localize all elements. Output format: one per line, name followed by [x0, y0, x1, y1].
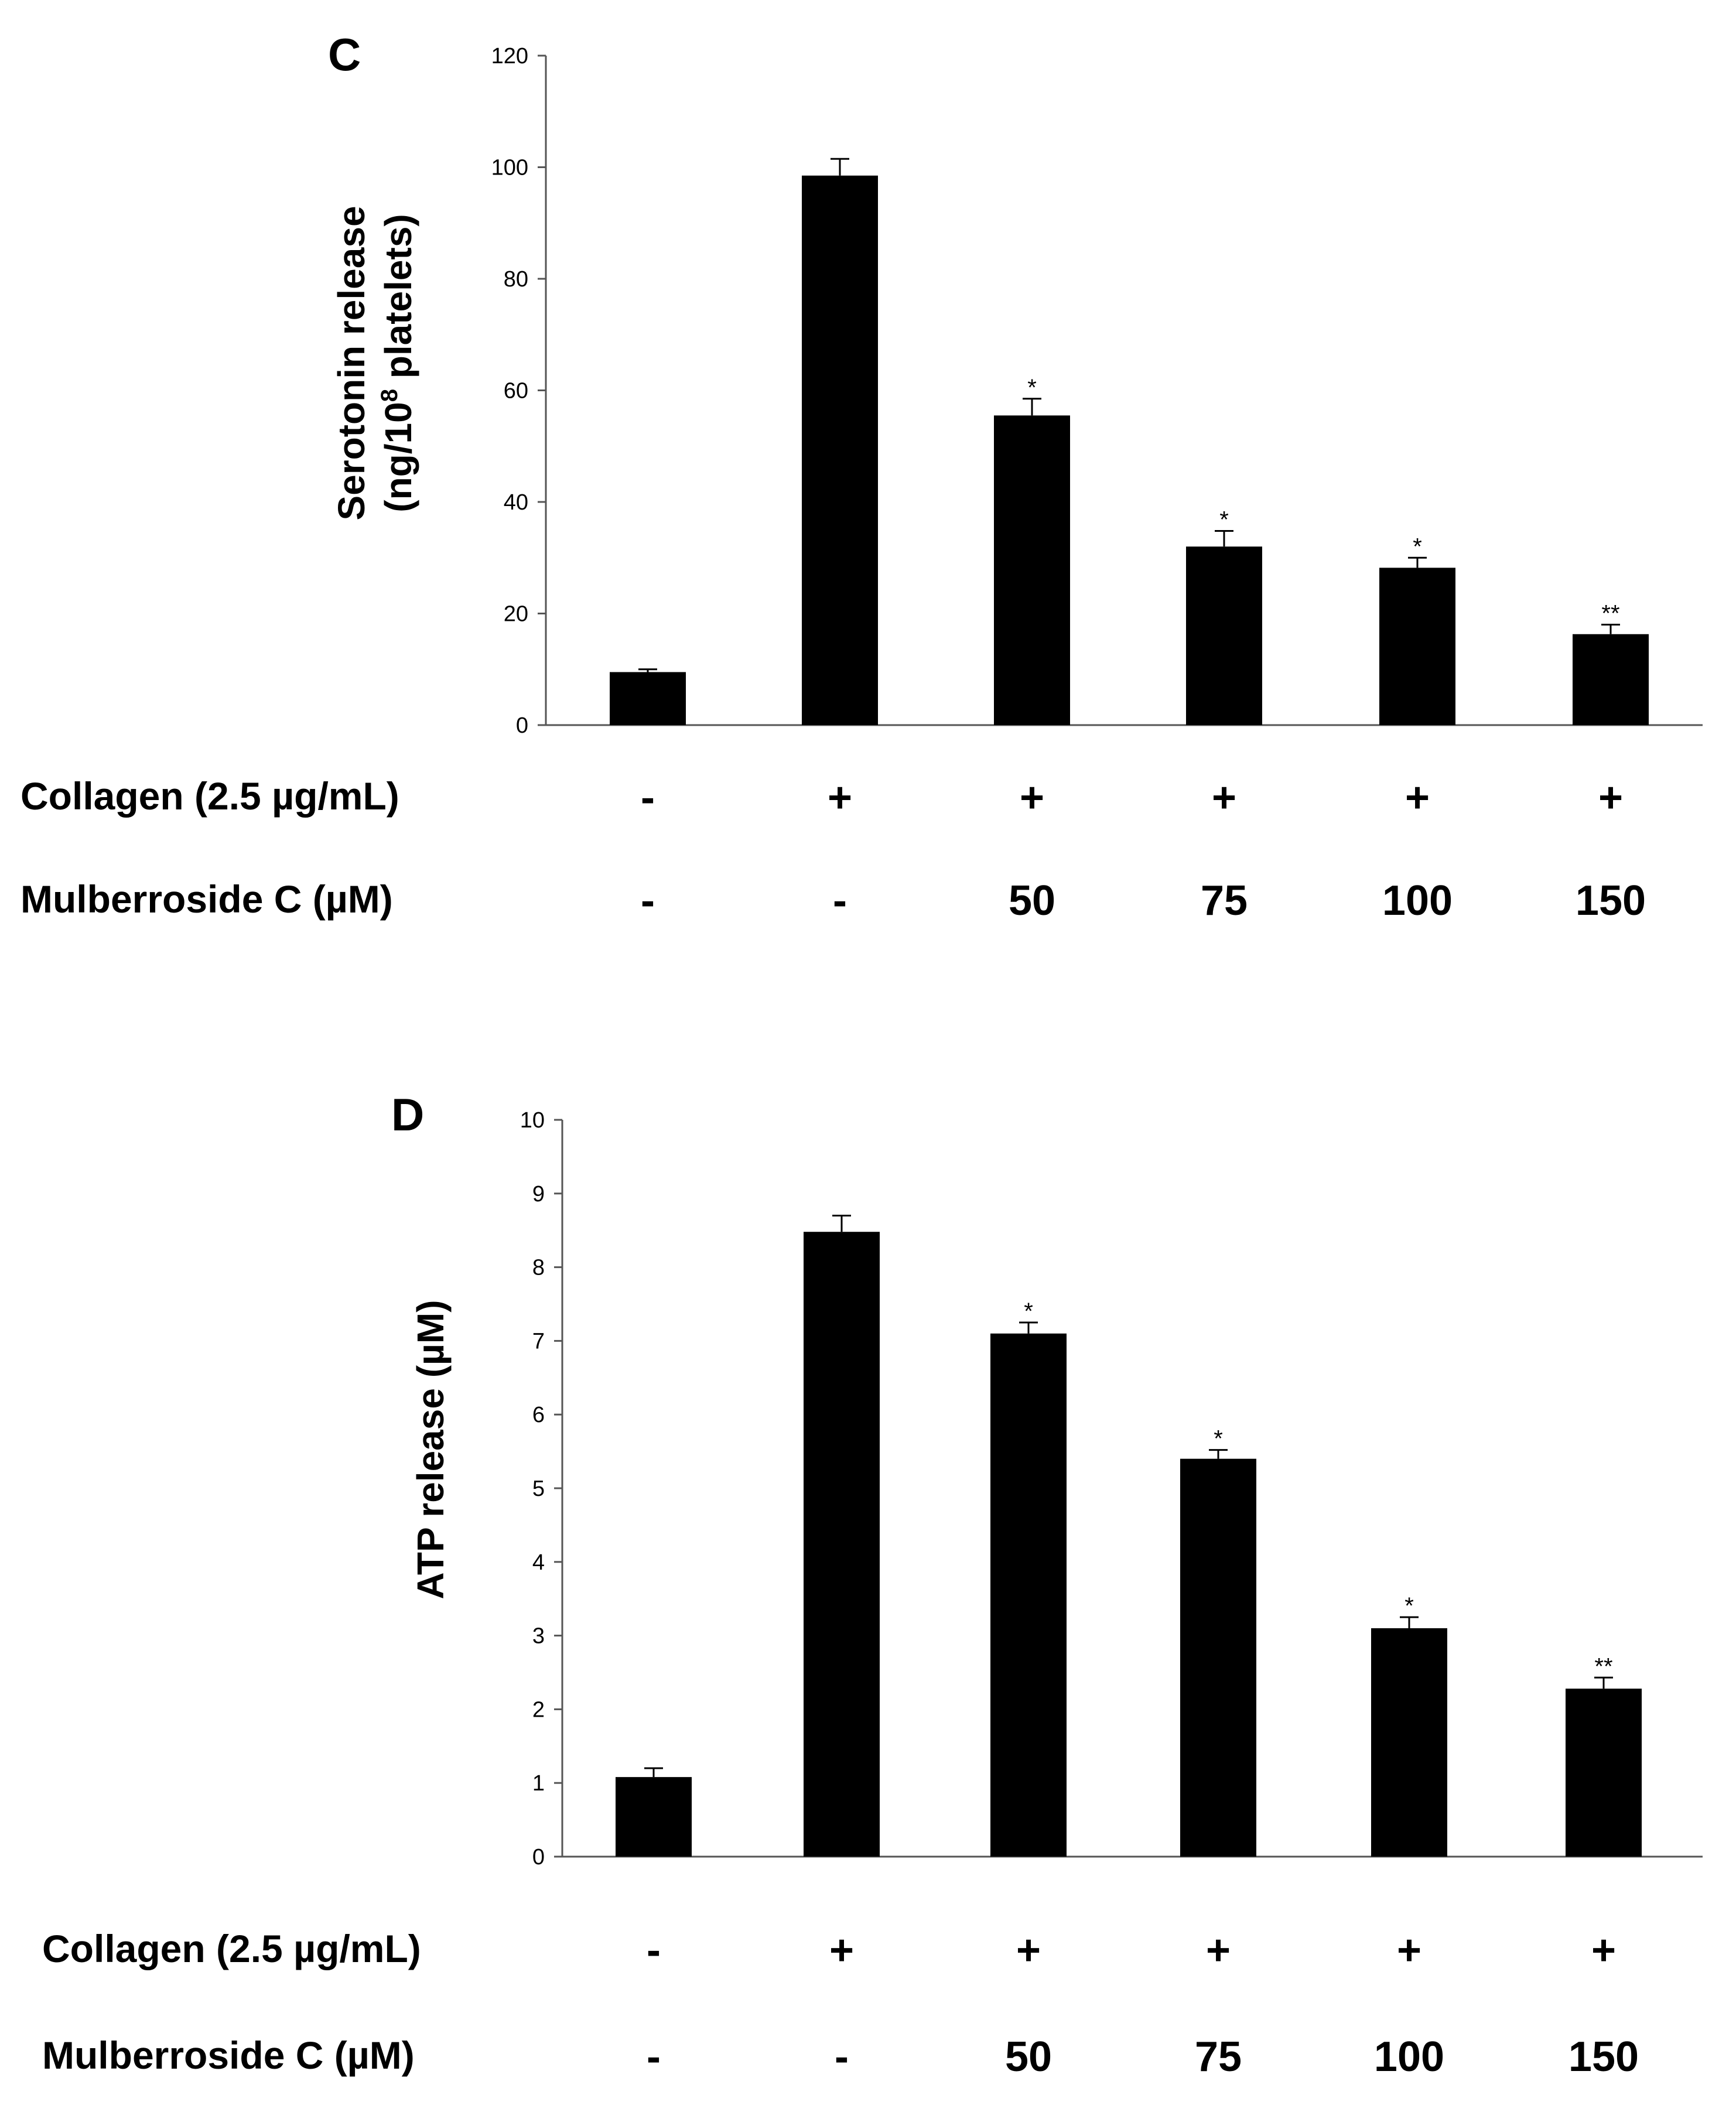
panel-c-y-tick-label: 80 [504, 267, 528, 292]
panel-c-y-axis-title-line1: Serotonin release [330, 206, 373, 520]
panel-d-y-tick-label: 6 [532, 1403, 545, 1427]
panel-c-y-tick-label: 120 [491, 44, 528, 69]
panel-c-y-tick-label: 40 [504, 490, 528, 515]
panel-c-bar [802, 175, 878, 726]
panel-d-y-tick-label: 9 [532, 1182, 545, 1207]
panel-d-condition-value: + [829, 1927, 854, 1974]
panel-c-y-tick-label: 60 [504, 379, 528, 404]
panel-d-y-tick-label: 4 [532, 1550, 545, 1575]
panel-d-bar [1566, 1689, 1642, 1857]
panel-d-bar [1180, 1458, 1256, 1857]
panel-d-y-tick-label: 7 [532, 1329, 545, 1354]
panel-c-condition-value: 75 [1201, 877, 1248, 924]
panel-c-significance-marker: * [1219, 507, 1229, 533]
panel-c-bar [994, 415, 1070, 725]
panel-c-condition-value: + [1020, 774, 1044, 821]
panel-c-significance-marker: * [1027, 375, 1037, 401]
panel-d-row-label-mulberroside: Mulberroside C (µM) [42, 2034, 415, 2077]
panel-d-y-tick-label: 8 [532, 1256, 545, 1280]
panel-d-significance-marker: * [1024, 1298, 1033, 1324]
panel-d-y-tick-label: 10 [520, 1108, 545, 1133]
panel-d-condition-value: 150 [1568, 2034, 1639, 2080]
panel-c-row-label-collagen: Collagen (2.5 µg/mL) [20, 774, 399, 818]
panel-d-letter: D [391, 1089, 424, 1140]
panel-c-y-axis-title-line2: (ng/108 platelets) [377, 214, 419, 512]
panel-d-condition-value: 100 [1374, 2034, 1444, 2080]
panel-c-significance-marker: * [1413, 534, 1422, 559]
panel-d-y-axis-title: ATP release (µM) [409, 1300, 452, 1599]
panel-c-bar [1379, 568, 1455, 725]
panel-d-condition-value: + [1397, 1927, 1421, 1974]
panel-d-bar [616, 1777, 692, 1857]
panel-d-significance-marker: * [1404, 1593, 1414, 1619]
panel-c-y-tick-label: 100 [491, 156, 528, 180]
panel-d-condition-value: - [647, 2034, 661, 2080]
panel-c-bar [1186, 546, 1262, 725]
panel-d-y-tick-label: 5 [532, 1477, 545, 1501]
panel-d-row-label-collagen: Collagen (2.5 µg/mL) [42, 1927, 421, 1970]
panel-d-condition-value: + [1206, 1927, 1231, 1974]
panel-c-condition-value: - [641, 877, 655, 924]
panel-d-condition-value: 75 [1195, 2034, 1242, 2080]
panel-d-condition-value: 50 [1005, 2034, 1052, 2080]
panel-d-y-axis-title-line1: ATP release (µM) [409, 1300, 452, 1599]
panel-c-condition-value: - [833, 877, 847, 924]
panel-c-y-tick-label: 20 [504, 602, 528, 627]
panel-c-y-axis-title: Serotonin release (ng/108 platelets) [330, 206, 419, 520]
panel-c-condition-value: + [1598, 774, 1623, 821]
panel-d-bar [990, 1333, 1067, 1857]
panel-d-condition-value: + [1591, 1927, 1616, 1974]
panel-d-condition-value: - [835, 2034, 849, 2080]
panel-d-condition-value: - [647, 1927, 661, 1974]
panel-d-significance-marker: ** [1594, 1653, 1612, 1679]
panel-c-significance-marker: ** [1601, 601, 1619, 627]
panel-c-y-tick-label: 0 [516, 713, 528, 738]
panel-c-condition-value: 50 [1009, 877, 1055, 924]
panel-d-condition-value: + [1016, 1927, 1041, 1974]
panel-c-condition-value: - [641, 774, 655, 821]
panel-c-condition-value: + [828, 774, 852, 821]
panel-c-condition-value: 100 [1382, 877, 1453, 924]
panel-c-bar [1573, 634, 1649, 725]
panel-d-significance-marker: * [1214, 1426, 1223, 1452]
panel-c-letter: C [328, 29, 361, 80]
panel-d-y-tick-label: 1 [532, 1771, 545, 1796]
panel-c-condition-value: + [1405, 774, 1430, 821]
panel-d-bar [804, 1232, 880, 1857]
panel-d-bar [1371, 1628, 1447, 1857]
panel-c-condition-value: + [1212, 774, 1236, 821]
panel-c-condition-value: 150 [1576, 877, 1646, 924]
panel-c-row-label-mulberroside: Mulberroside C (µM) [20, 877, 393, 921]
panel-c-bar [610, 672, 686, 725]
panel-d-y-tick-label: 3 [532, 1624, 545, 1649]
panel-d-y-tick-label: 2 [532, 1697, 545, 1722]
panel-d-y-tick-label: 0 [532, 1845, 545, 1870]
